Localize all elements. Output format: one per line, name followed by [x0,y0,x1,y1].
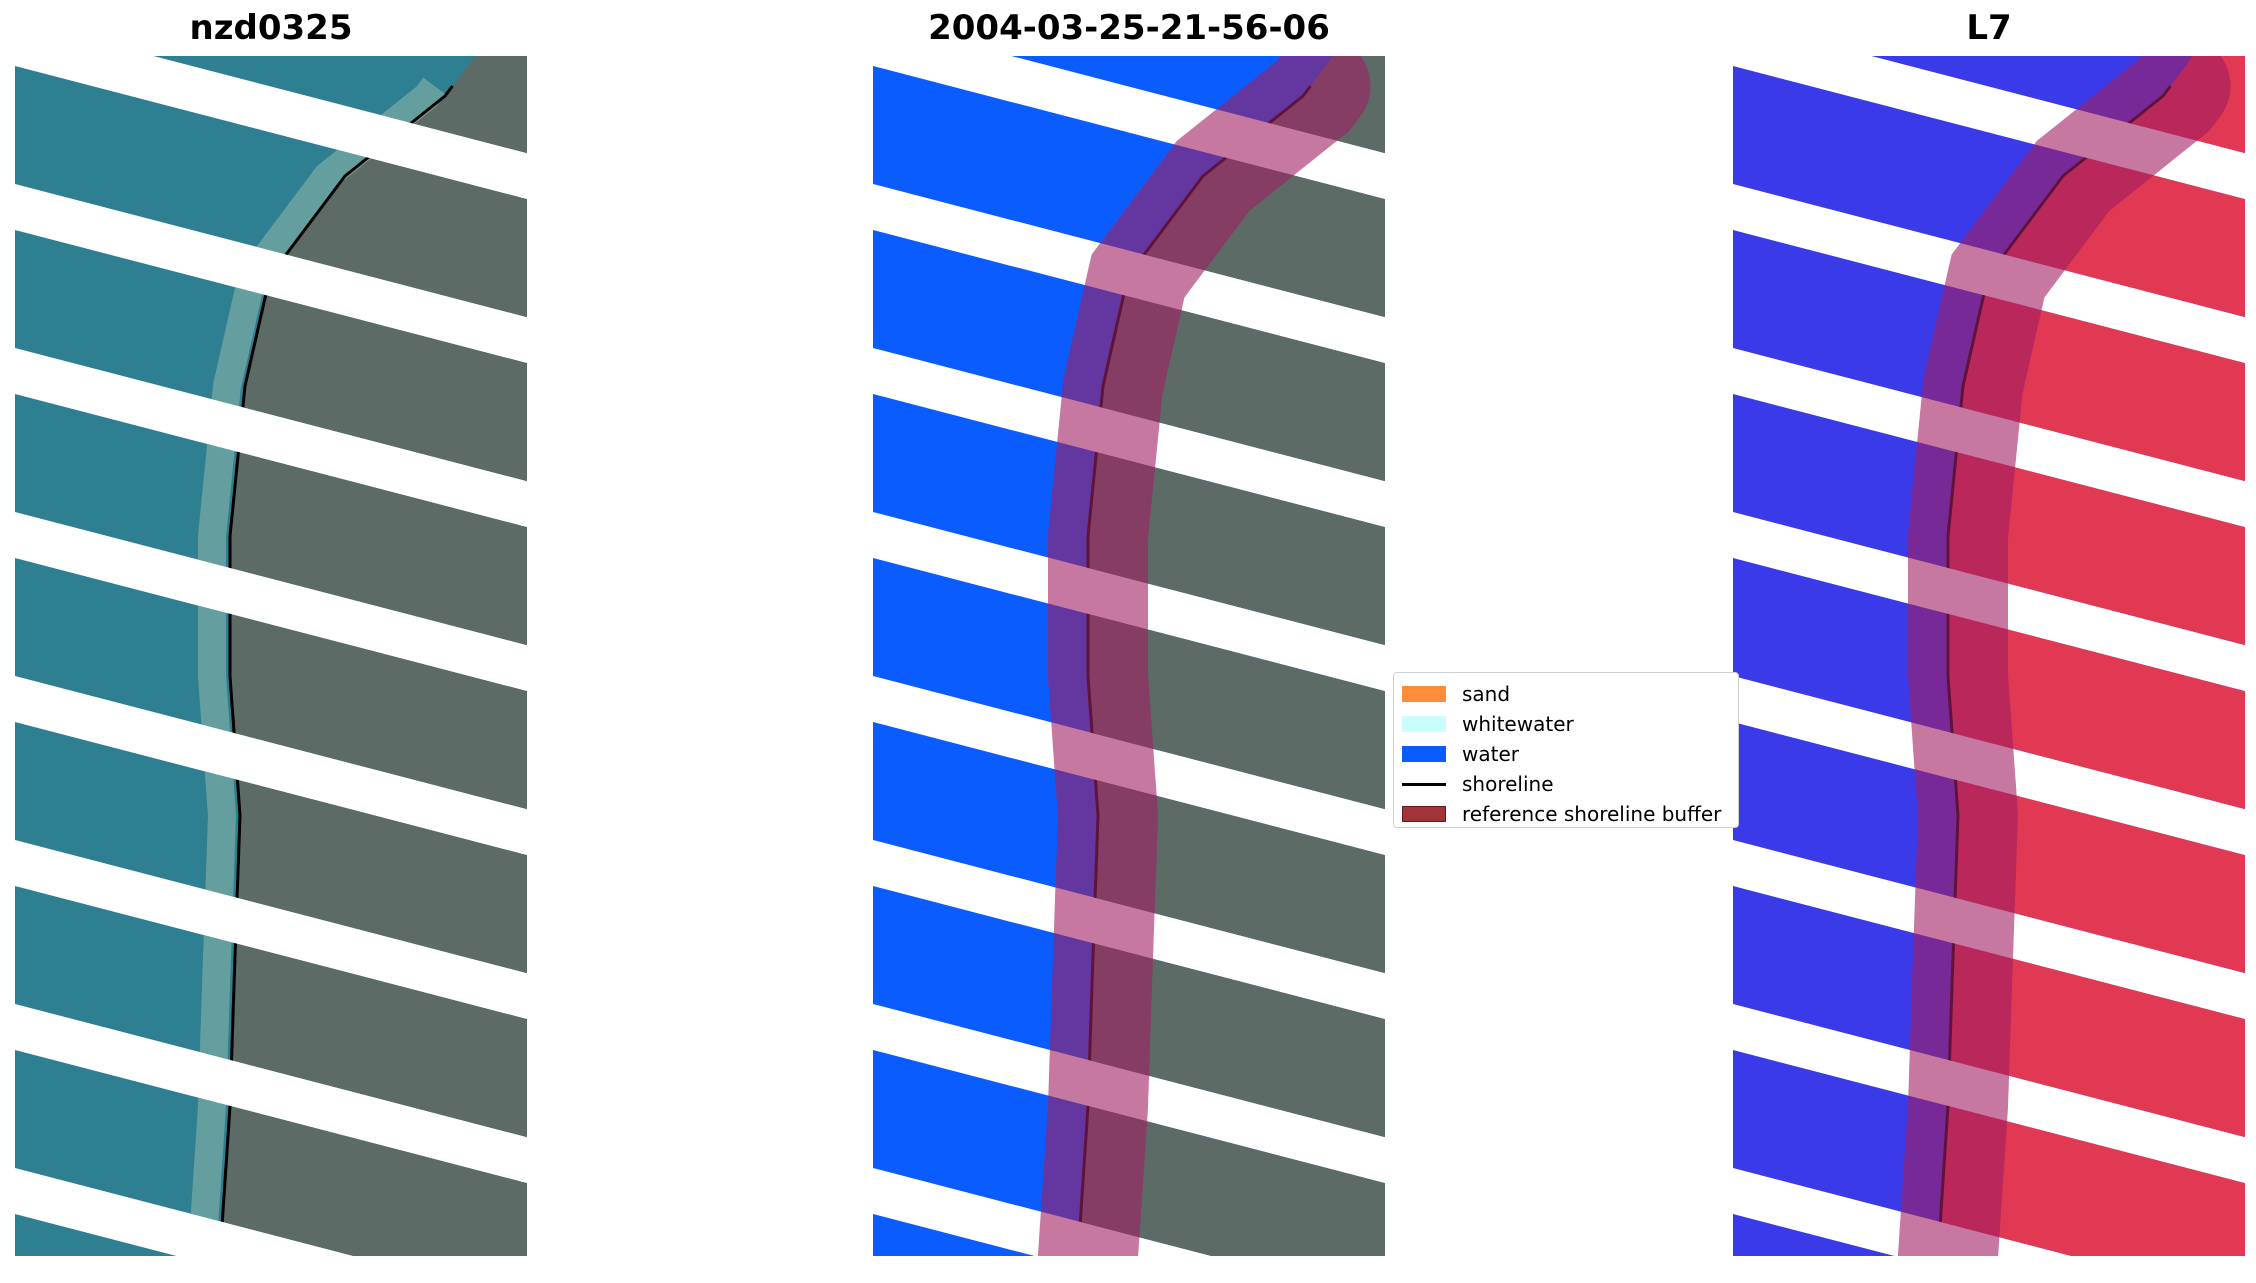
water-swatch [1402,746,1446,762]
shoreline-line-swatch [1402,782,1446,786]
legend-item-water: water [1402,739,1730,769]
classified-image-panel [873,56,1385,1256]
buffer-swatch [1402,806,1446,822]
legend-label: water [1462,742,1519,766]
panel-title-satellite: L7 [1966,8,2012,48]
whitewater-swatch [1402,716,1446,732]
image-stripes [15,56,527,1256]
legend-label: sand [1462,682,1511,706]
legend-label: whitewater [1462,712,1574,736]
rgb-image-panel [15,56,527,1256]
legend-label: reference shoreline buffer [1462,802,1722,826]
legend-item-buffer: reference shoreline buffer [1402,799,1730,829]
legend-label: shoreline [1462,772,1554,796]
legend: sand whitewater water shoreline referenc… [1393,672,1739,828]
legend-item-sand: sand [1402,679,1730,709]
panel-title-image: nzd0325 [189,8,353,48]
legend-item-shoreline: shoreline [1402,769,1730,799]
legend-item-whitewater: whitewater [1402,709,1730,739]
index-image-panel [1733,56,2245,1256]
panel-title-date: 2004-03-25-21-56-06 [928,8,1330,48]
sand-swatch [1402,686,1446,702]
reference-shoreline-buffer [1038,56,1371,1256]
reference-shoreline-buffer [1898,56,2231,1256]
